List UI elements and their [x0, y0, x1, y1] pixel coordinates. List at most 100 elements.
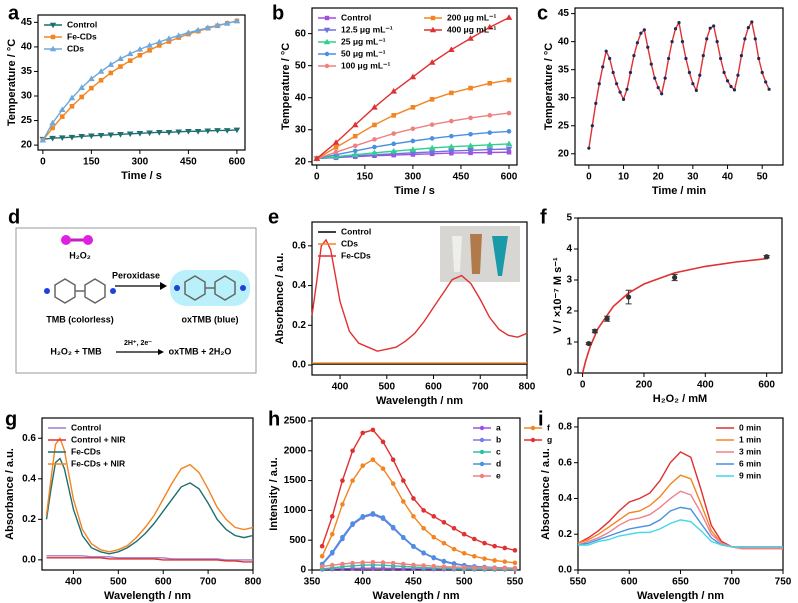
marker	[223, 128, 231, 134]
marker	[39, 136, 47, 143]
marker	[482, 540, 487, 546]
marker	[223, 20, 231, 26]
x-tick-label: 300	[132, 157, 149, 168]
marker	[468, 115, 473, 121]
y-tick-label: 20	[21, 140, 33, 151]
marker	[380, 515, 386, 520]
plot-frame	[41, 417, 254, 571]
x-tick-label: 600	[155, 577, 172, 588]
legend-label: CDs	[67, 43, 84, 53]
legend-marker	[479, 425, 485, 431]
marker	[502, 545, 508, 551]
tube	[470, 234, 482, 274]
y-tick-label: 0	[300, 565, 306, 576]
legend-label: 12.5 μg mL⁻¹	[341, 24, 393, 34]
y-tick-label: 0.0	[22, 555, 36, 566]
legend-marker	[324, 15, 330, 21]
marker	[166, 39, 172, 44]
y-axis-label: Intensity / a.u.	[268, 457, 280, 530]
marker	[156, 43, 162, 48]
y-tick-label: 60	[295, 28, 307, 39]
marker	[760, 70, 764, 75]
panel-letter: b	[272, 2, 284, 24]
marker	[601, 65, 605, 69]
marker	[698, 73, 702, 77]
marker	[329, 531, 335, 537]
marker	[313, 155, 321, 161]
legend-marker	[479, 449, 485, 455]
series-line	[45, 436, 254, 553]
marker	[329, 549, 335, 555]
marker	[642, 28, 646, 32]
y-axis-label: Temperature / °C	[543, 43, 555, 130]
x-tick-label: 400	[354, 577, 371, 588]
marker	[472, 553, 477, 559]
tube	[492, 236, 508, 276]
x-tick-label: 700	[723, 577, 740, 588]
legend-label: 3 min	[739, 446, 761, 456]
marker	[486, 147, 494, 153]
legend-marker	[530, 425, 536, 431]
marker	[58, 106, 66, 113]
marker	[340, 561, 345, 567]
x-tick-label: 0	[580, 380, 586, 391]
series-line	[46, 555, 253, 561]
legend-marker	[323, 27, 331, 34]
marker	[98, 77, 104, 83]
series-line	[578, 519, 783, 548]
x-tick-label: 600	[758, 380, 775, 391]
marker	[78, 133, 85, 140]
marker	[441, 520, 447, 525]
marker	[673, 27, 678, 31]
marker	[155, 130, 163, 136]
marker	[360, 514, 366, 519]
marker	[146, 42, 153, 48]
marker	[506, 77, 512, 83]
legend-marker	[430, 15, 436, 21]
marker	[409, 73, 417, 80]
marker	[428, 149, 436, 156]
marker	[50, 125, 55, 131]
marker	[750, 20, 754, 24]
y-axis-label: Temperature / °C	[6, 39, 18, 126]
marker	[175, 129, 182, 136]
marker	[441, 558, 447, 564]
legend-label: g	[547, 434, 552, 444]
marker	[468, 85, 473, 91]
marker	[594, 101, 598, 105]
marker	[401, 499, 406, 504]
marker	[486, 23, 494, 30]
point	[672, 274, 678, 281]
marker	[421, 508, 426, 513]
marker	[350, 521, 355, 526]
marker	[147, 48, 152, 53]
marker	[421, 563, 426, 568]
marker	[390, 147, 397, 154]
panel-letter: a	[8, 2, 20, 24]
marker	[467, 142, 474, 149]
series-line	[577, 490, 783, 550]
marker	[360, 430, 366, 436]
marker	[492, 558, 497, 563]
marker	[117, 55, 124, 61]
point	[764, 254, 770, 260]
marker	[372, 137, 377, 142]
marker	[390, 457, 396, 463]
marker	[448, 46, 455, 52]
marker	[653, 76, 657, 80]
x-tick-label: 700	[472, 382, 489, 393]
marker	[340, 478, 345, 483]
marker	[421, 550, 426, 556]
marker	[649, 62, 653, 66]
marker	[155, 38, 163, 45]
marker	[372, 144, 377, 150]
marker	[49, 119, 56, 126]
x-tick-label: 550	[507, 577, 524, 588]
marker	[329, 514, 335, 519]
ring	[214, 275, 236, 301]
legend-label: 0 min	[739, 422, 761, 432]
y-tick-label: 0.0	[558, 565, 572, 576]
marker	[725, 79, 730, 83]
panel-letter: e	[268, 206, 279, 228]
point	[626, 294, 632, 300]
